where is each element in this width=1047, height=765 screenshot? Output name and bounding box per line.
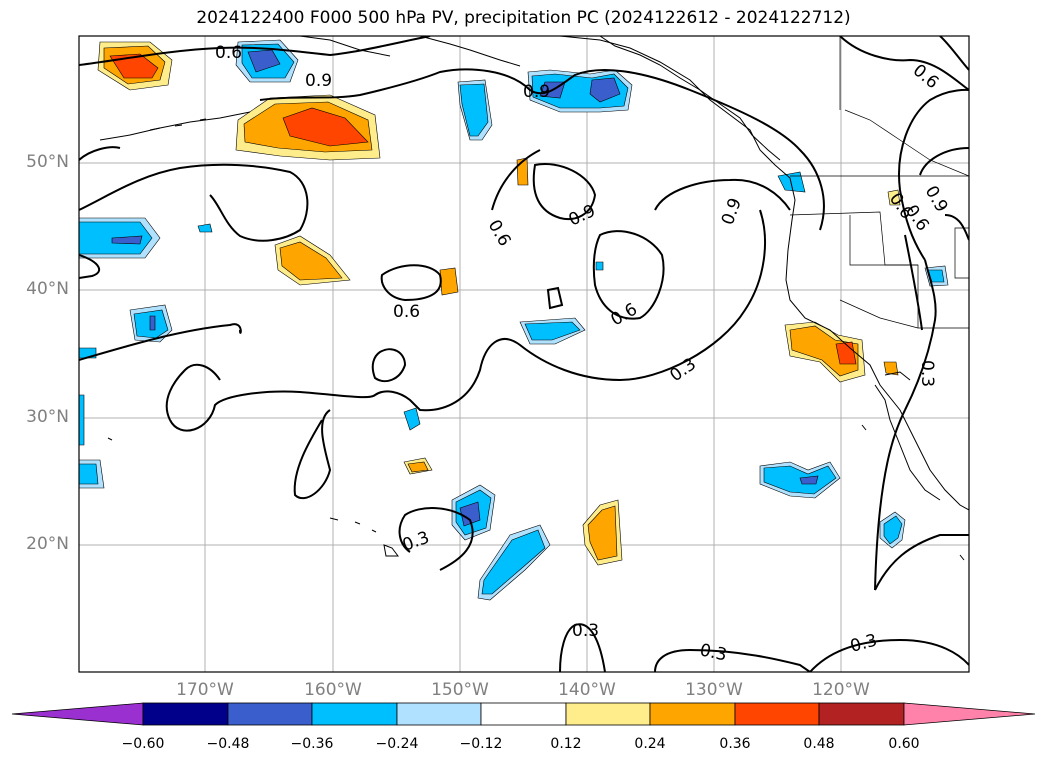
- contour-label: 0.6: [909, 61, 943, 94]
- contour-label: 0.3: [400, 528, 432, 556]
- colorbar-tick-label: −0.12: [459, 736, 503, 752]
- lon-label: 170°W: [176, 680, 234, 700]
- colorbar-tick-label: 0.48: [803, 736, 835, 752]
- contour-label: 0.3: [572, 621, 599, 641]
- contour-label: 0.9: [921, 183, 952, 216]
- colorbar-bin: [565, 702, 651, 726]
- lon-label: 140°W: [558, 680, 616, 700]
- lon-label: 160°W: [304, 680, 362, 700]
- colorbar-tick-label: 0.12: [550, 736, 582, 752]
- contour-label: 0.6: [608, 299, 641, 330]
- colorbar-bin: [480, 702, 567, 726]
- map-frame: [78, 35, 970, 673]
- colorbar-tick-label: 0.24: [634, 736, 666, 752]
- contour-label: 0.9: [718, 195, 746, 227]
- map-title: 2024122400 F000 500 hPa PV, precipitatio…: [196, 8, 851, 28]
- lat-label: 50°N: [26, 152, 69, 172]
- map-plot-area: [79, 36, 969, 672]
- lat-label: 30°N: [26, 407, 69, 427]
- pv-contours: [79, 36, 969, 672]
- colorbar: [11, 702, 1036, 726]
- coastlines: [99, 36, 969, 561]
- contour-label: 0.9: [305, 71, 332, 91]
- colorbar-tick-label: 0.36: [719, 736, 751, 752]
- colorbar-extend-min: [11, 702, 144, 726]
- lon-label: 130°W: [685, 680, 743, 700]
- contour-label: 0.3: [917, 360, 937, 387]
- colorbar-bin: [818, 702, 905, 726]
- lat-label: 20°N: [26, 534, 69, 554]
- colorbar-tick-label: −0.48: [206, 736, 250, 752]
- colorbar-tick-label: −0.36: [290, 736, 334, 752]
- contour-label: 0.3: [848, 631, 879, 657]
- colorbar-bin: [649, 702, 736, 726]
- lon-label: 120°W: [812, 680, 870, 700]
- colorbar-tick-label: −0.60: [121, 736, 165, 752]
- contour-label: 0.9: [566, 201, 599, 231]
- colorbar-tick-label: −0.24: [375, 736, 419, 752]
- colorbar-bin: [396, 702, 482, 726]
- contour-label: 0.3: [666, 354, 700, 386]
- colorbar-bin: [142, 702, 229, 726]
- contour-label: 0.6: [484, 217, 515, 250]
- borders: [789, 36, 969, 329]
- lon-label: 150°W: [431, 680, 489, 700]
- colorbar-bin: [311, 702, 398, 726]
- precip-shading: [79, 39, 949, 601]
- contour-label: 0.6: [215, 43, 242, 63]
- colorbar-bin: [734, 702, 820, 726]
- colorbar-extend-max: [903, 702, 1036, 726]
- contour-label: 0.9: [523, 82, 550, 102]
- lat-label: 40°N: [26, 279, 69, 299]
- contour-label: 0.3: [698, 640, 729, 665]
- colorbar-bin: [227, 702, 313, 726]
- contour-label: 0.6: [393, 302, 420, 322]
- colorbar-tick-label: 0.60: [888, 736, 920, 752]
